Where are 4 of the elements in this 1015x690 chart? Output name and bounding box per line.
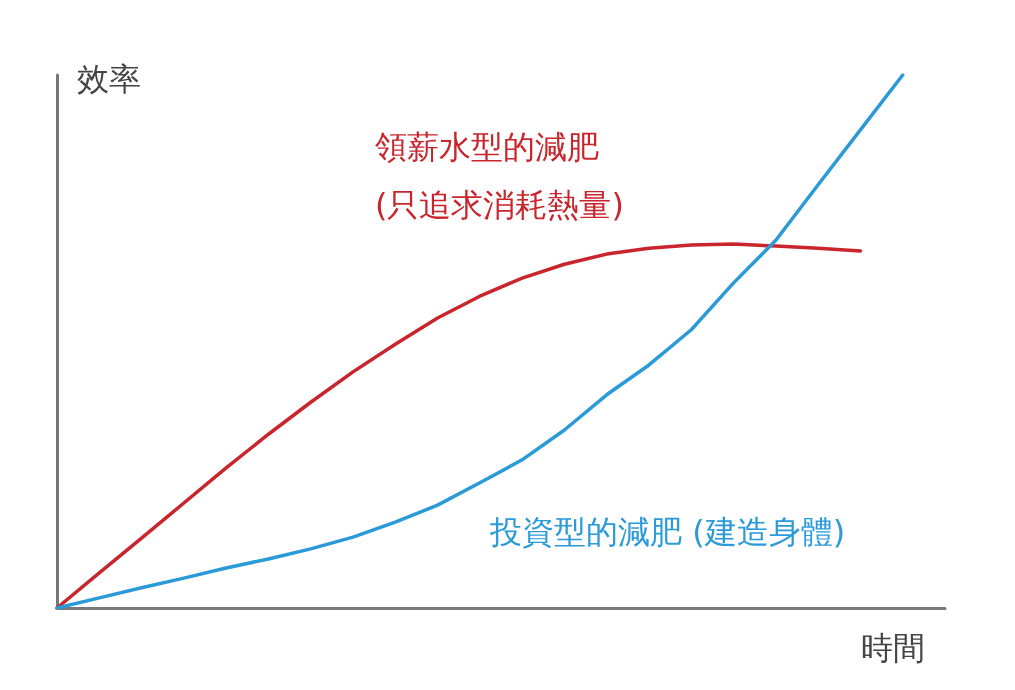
series-label: 領薪水型的減肥 (只追求消耗熱量) bbox=[375, 128, 624, 224]
series-label: 投資型的減肥 (建造身體) bbox=[489, 513, 846, 551]
y-axis-title: 效率 bbox=[77, 60, 141, 98]
x-axis-title: 時間 bbox=[861, 629, 925, 667]
